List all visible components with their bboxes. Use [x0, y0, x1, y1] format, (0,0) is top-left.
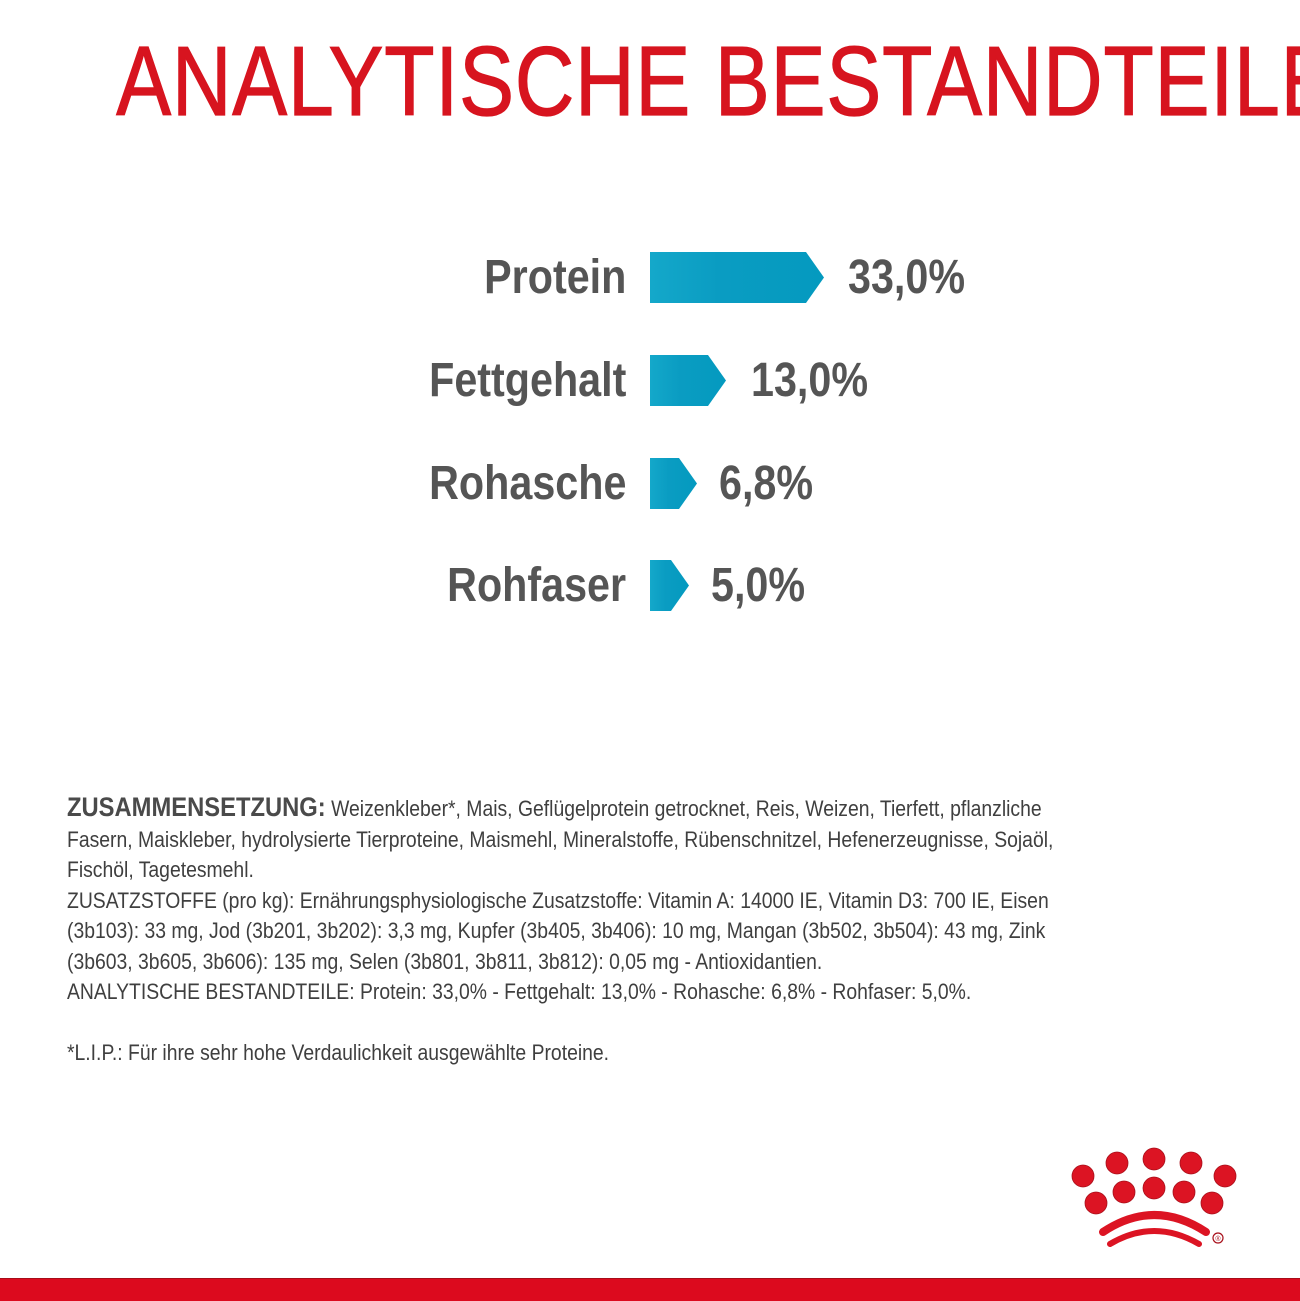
additives-line: ZUSATZSTOFFE (pro kg): Ernährungsphysiol… — [67, 887, 1049, 913]
nutrient-value: 33,0% — [848, 251, 966, 304]
composition-line: Fischöl, Tagetesmehl. — [67, 857, 254, 882]
nutrient-bar — [650, 560, 689, 611]
nutrient-row-protein: Protein 33,0% — [0, 251, 1300, 304]
nutrient-bar — [650, 458, 697, 509]
nutrient-bar — [650, 355, 726, 406]
nutrient-value: 6,8% — [719, 457, 814, 510]
page-title: ANALYTISCHE BESTANDTEILE — [0, 25, 1300, 136]
spacer — [67, 1008, 1237, 1039]
nutrient-bar — [650, 252, 824, 303]
nutrient-label: Rohfaser — [447, 559, 626, 612]
composition-ingredients: Weizenkleber*, Mais, Geflügelprotein get… — [325, 796, 1042, 821]
additives-line: (3b603, 3b605, 3b606): 135 mg, Selen (3b… — [67, 948, 823, 974]
svg-text:®: ® — [1215, 1235, 1221, 1243]
page-title-text: ANALYTISCHE BESTANDTEILE — [116, 25, 1300, 136]
composition-text-block: ZUSAMMENSETZUNG: Weizenkleber*, Mais, Ge… — [67, 792, 1237, 1069]
nutrient-row-fettgehalt: Fettgehalt 13,0% — [0, 354, 1300, 407]
nutrient-value: 5,0% — [711, 559, 806, 612]
composition-line: ZUSAMMENSETZUNG: Weizenkleber*, Mais, Ge… — [67, 792, 1097, 825]
nutrient-value: 13,0% — [751, 354, 869, 407]
royal-canin-crown-icon: ® — [1060, 1140, 1240, 1260]
bottom-brand-bar — [0, 1278, 1300, 1301]
nutrient-label: Protein — [483, 251, 626, 304]
nutrient-row-rohasche: Rohasche 6,8% — [0, 457, 1300, 510]
nutrient-label: Rohasche — [428, 457, 626, 510]
footnote: *L.I.P.: Für ihre sehr hohe Verdaulichke… — [67, 1040, 610, 1065]
additives-line: (3b103): 33 mg, Jod (3b201, 3b202): 3,3 … — [67, 918, 1046, 943]
composition-heading: ZUSAMMENSETZUNG: — [67, 792, 326, 822]
analytical-constituents-line: ANALYTISCHE BESTANDTEILE: Protein: 33,0%… — [67, 979, 972, 1004]
nutrient-row-rohfaser: Rohfaser 5,0% — [0, 559, 1300, 612]
nutrient-label: Fettgehalt — [428, 354, 626, 407]
composition-line: Fasern, Maiskleber, hydrolysierte Tierpr… — [67, 826, 1054, 852]
